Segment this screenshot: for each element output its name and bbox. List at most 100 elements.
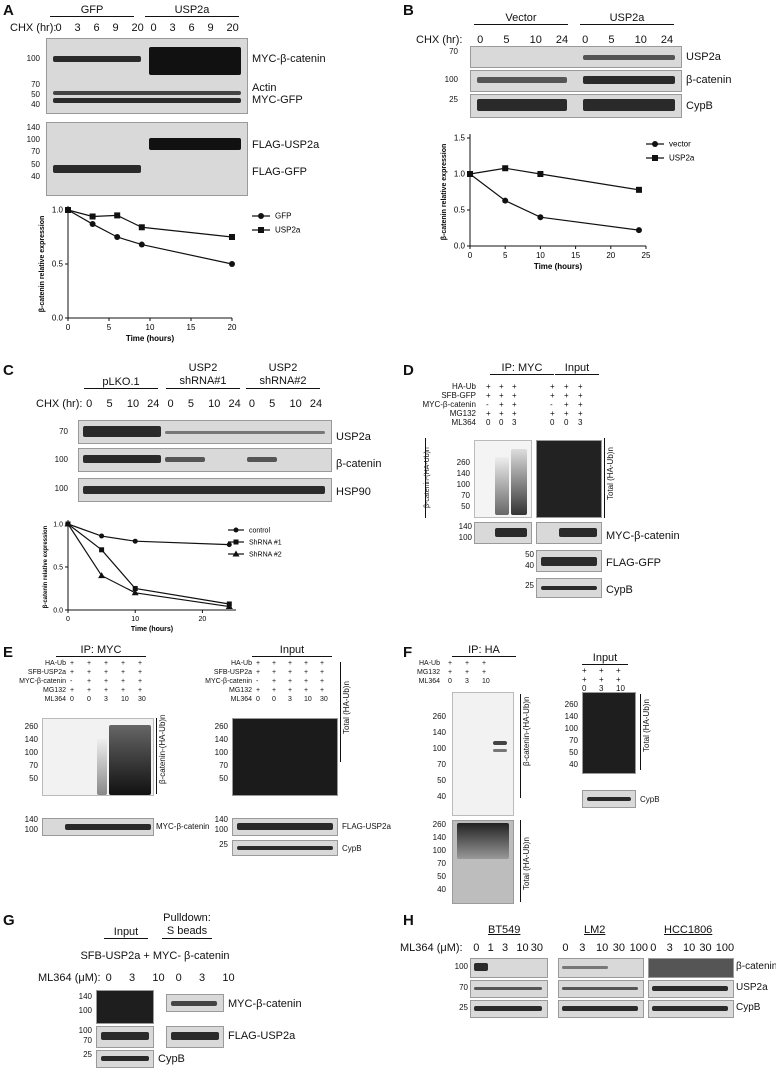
treatment-row-label: HA-Ub: [451, 382, 476, 391]
y-tick-label: 1.0: [52, 206, 64, 215]
treatment-mark: 10: [121, 696, 129, 703]
label-myc-beta-catenin-e: MYC-β-catenin: [156, 822, 210, 831]
blot-f-input: [582, 692, 636, 774]
lane-label: 30: [530, 942, 544, 954]
cell-line-bt549: BT549: [488, 924, 521, 936]
treatment-table-f-input: + + + + + +0 3 10: [568, 666, 632, 702]
label-usp2a-b: USP2a: [686, 51, 721, 63]
data-point: [467, 171, 473, 177]
treatment-mark: +: [499, 400, 504, 409]
blot-d-ip-ub: [474, 440, 532, 518]
data-point: [138, 241, 145, 248]
treatment-mark: +: [512, 382, 517, 391]
lane-label: 0: [167, 398, 174, 410]
chart-a: 0 5 10 15 20 0.0 0.5 1.0 Time (hours) β-catenin r…: [39, 206, 301, 343]
blot-b-usp2a: [470, 46, 682, 68]
treatment-mark: +: [564, 382, 569, 391]
data-point: [89, 221, 96, 228]
y-tick-label: 0.0: [454, 242, 466, 251]
treatment-row-label: MYC-β-catenin: [19, 678, 66, 685]
treatment-row-label: HA-Ub: [230, 660, 252, 667]
blot-d-input-myc: [536, 522, 602, 544]
treatment-mark: +: [138, 669, 143, 676]
y-tick-label: 0.0: [52, 314, 64, 323]
mw-marker: 50: [569, 748, 578, 757]
treatment-row-label: SFB-USP2a: [213, 669, 252, 676]
blot-e-cypb: [232, 840, 338, 856]
blot-h-lm-beta-catenin: [558, 958, 644, 978]
treatment-mark: 0: [582, 684, 587, 693]
mw-marker: 40: [437, 792, 446, 801]
treatment-mark: +: [121, 669, 126, 676]
lane-label: 9: [207, 22, 214, 34]
panel-label-b: B: [403, 2, 414, 19]
lane-label: 10: [222, 972, 235, 984]
side-label-f-ip: β-catenin-(HA-Ub)n: [522, 696, 531, 766]
treatment-row-label: ML364: [451, 418, 476, 427]
data-point: [635, 186, 642, 193]
treatment-mark: +: [304, 669, 309, 676]
blot-d-flag-gfp: [536, 550, 602, 572]
chx-label-c: CHX (hr):: [36, 398, 83, 410]
treatment-mark: 0: [550, 418, 555, 427]
treatment-table-e-ip: HA-Ub + + + + + SFB-USP2a + + + + + MYC-β-catenin - + +…: [4, 660, 152, 720]
mw-d-50: 50: [525, 550, 534, 559]
treatment-mark: 0: [256, 696, 260, 703]
treatment-mark: +: [578, 400, 583, 409]
label-usp2a-h: USP2a: [736, 982, 768, 993]
chx-label: CHX (hr):: [10, 22, 57, 34]
blot-h-bt-usp2a: [470, 980, 548, 998]
cell-line-lm2: LM2: [584, 924, 606, 936]
treatment-mark: 10: [616, 684, 625, 693]
mw-marker: 260: [564, 700, 578, 709]
lane-label: 30: [699, 942, 712, 954]
mw-e-140: 140: [24, 815, 38, 824]
treatment-mark: -: [486, 400, 489, 409]
label-beta-catenin-h: β-catenin: [736, 961, 776, 972]
bracket-d-left: [425, 438, 426, 518]
blot-e-ip-ub: [42, 718, 154, 796]
treatment-mark: +: [138, 687, 143, 694]
blot-a-flag: [46, 122, 248, 196]
x-tick-label: 0: [66, 616, 70, 623]
panel-label-a: A: [3, 2, 14, 19]
treatment-mark: +: [256, 687, 261, 694]
header-input-e: Input: [252, 644, 332, 657]
mw-marker: 50: [219, 774, 228, 783]
label-flag-usp2a-g: FLAG-USP2a: [228, 1030, 296, 1042]
treatment-mark: +: [564, 409, 569, 418]
mw-b1: 70: [449, 47, 458, 56]
lane-label: 10: [596, 942, 609, 954]
series-line-1: [469, 167, 640, 191]
x-tick-label: 10: [131, 616, 139, 623]
treatment-mark: +: [104, 678, 109, 685]
lane-label: 3: [129, 972, 136, 984]
treatment-mark: +: [104, 669, 109, 676]
treatment-row-label: MG132: [43, 687, 66, 694]
blot-f-cypb: [582, 790, 636, 808]
mw-marker: 50: [437, 872, 446, 881]
blot-g-input-flag: [96, 1026, 154, 1048]
mw-marker: 70: [437, 859, 446, 868]
data-point: [229, 261, 235, 267]
treatment-mark: +: [121, 687, 126, 694]
blot-g-pd-myc: [166, 994, 224, 1012]
blot-h-lm-usp2a: [558, 980, 644, 998]
label-flag-usp2a-e: FLAG-USP2a: [342, 822, 391, 831]
x-tick-label: 20: [228, 323, 237, 332]
bracket-e-input: [340, 662, 341, 762]
mw-d-40: 40: [525, 561, 534, 570]
data-point: [114, 212, 121, 219]
blot-b-cypb: [470, 94, 682, 118]
blot-c-beta-catenin: [78, 448, 332, 472]
treatment-mark: +: [482, 660, 487, 667]
lane-label: 0: [175, 972, 182, 984]
mw-marker: 70: [219, 761, 228, 770]
blot-g-pd-flag: [166, 1026, 224, 1048]
lane-label: 24: [147, 398, 160, 410]
lane-label: 24: [555, 34, 569, 46]
lane-label: 5: [503, 34, 510, 46]
lane-label: 0: [248, 398, 255, 410]
label-flag-usp2a: FLAG-USP2a: [252, 139, 320, 151]
treatment-mark: +: [272, 678, 277, 685]
